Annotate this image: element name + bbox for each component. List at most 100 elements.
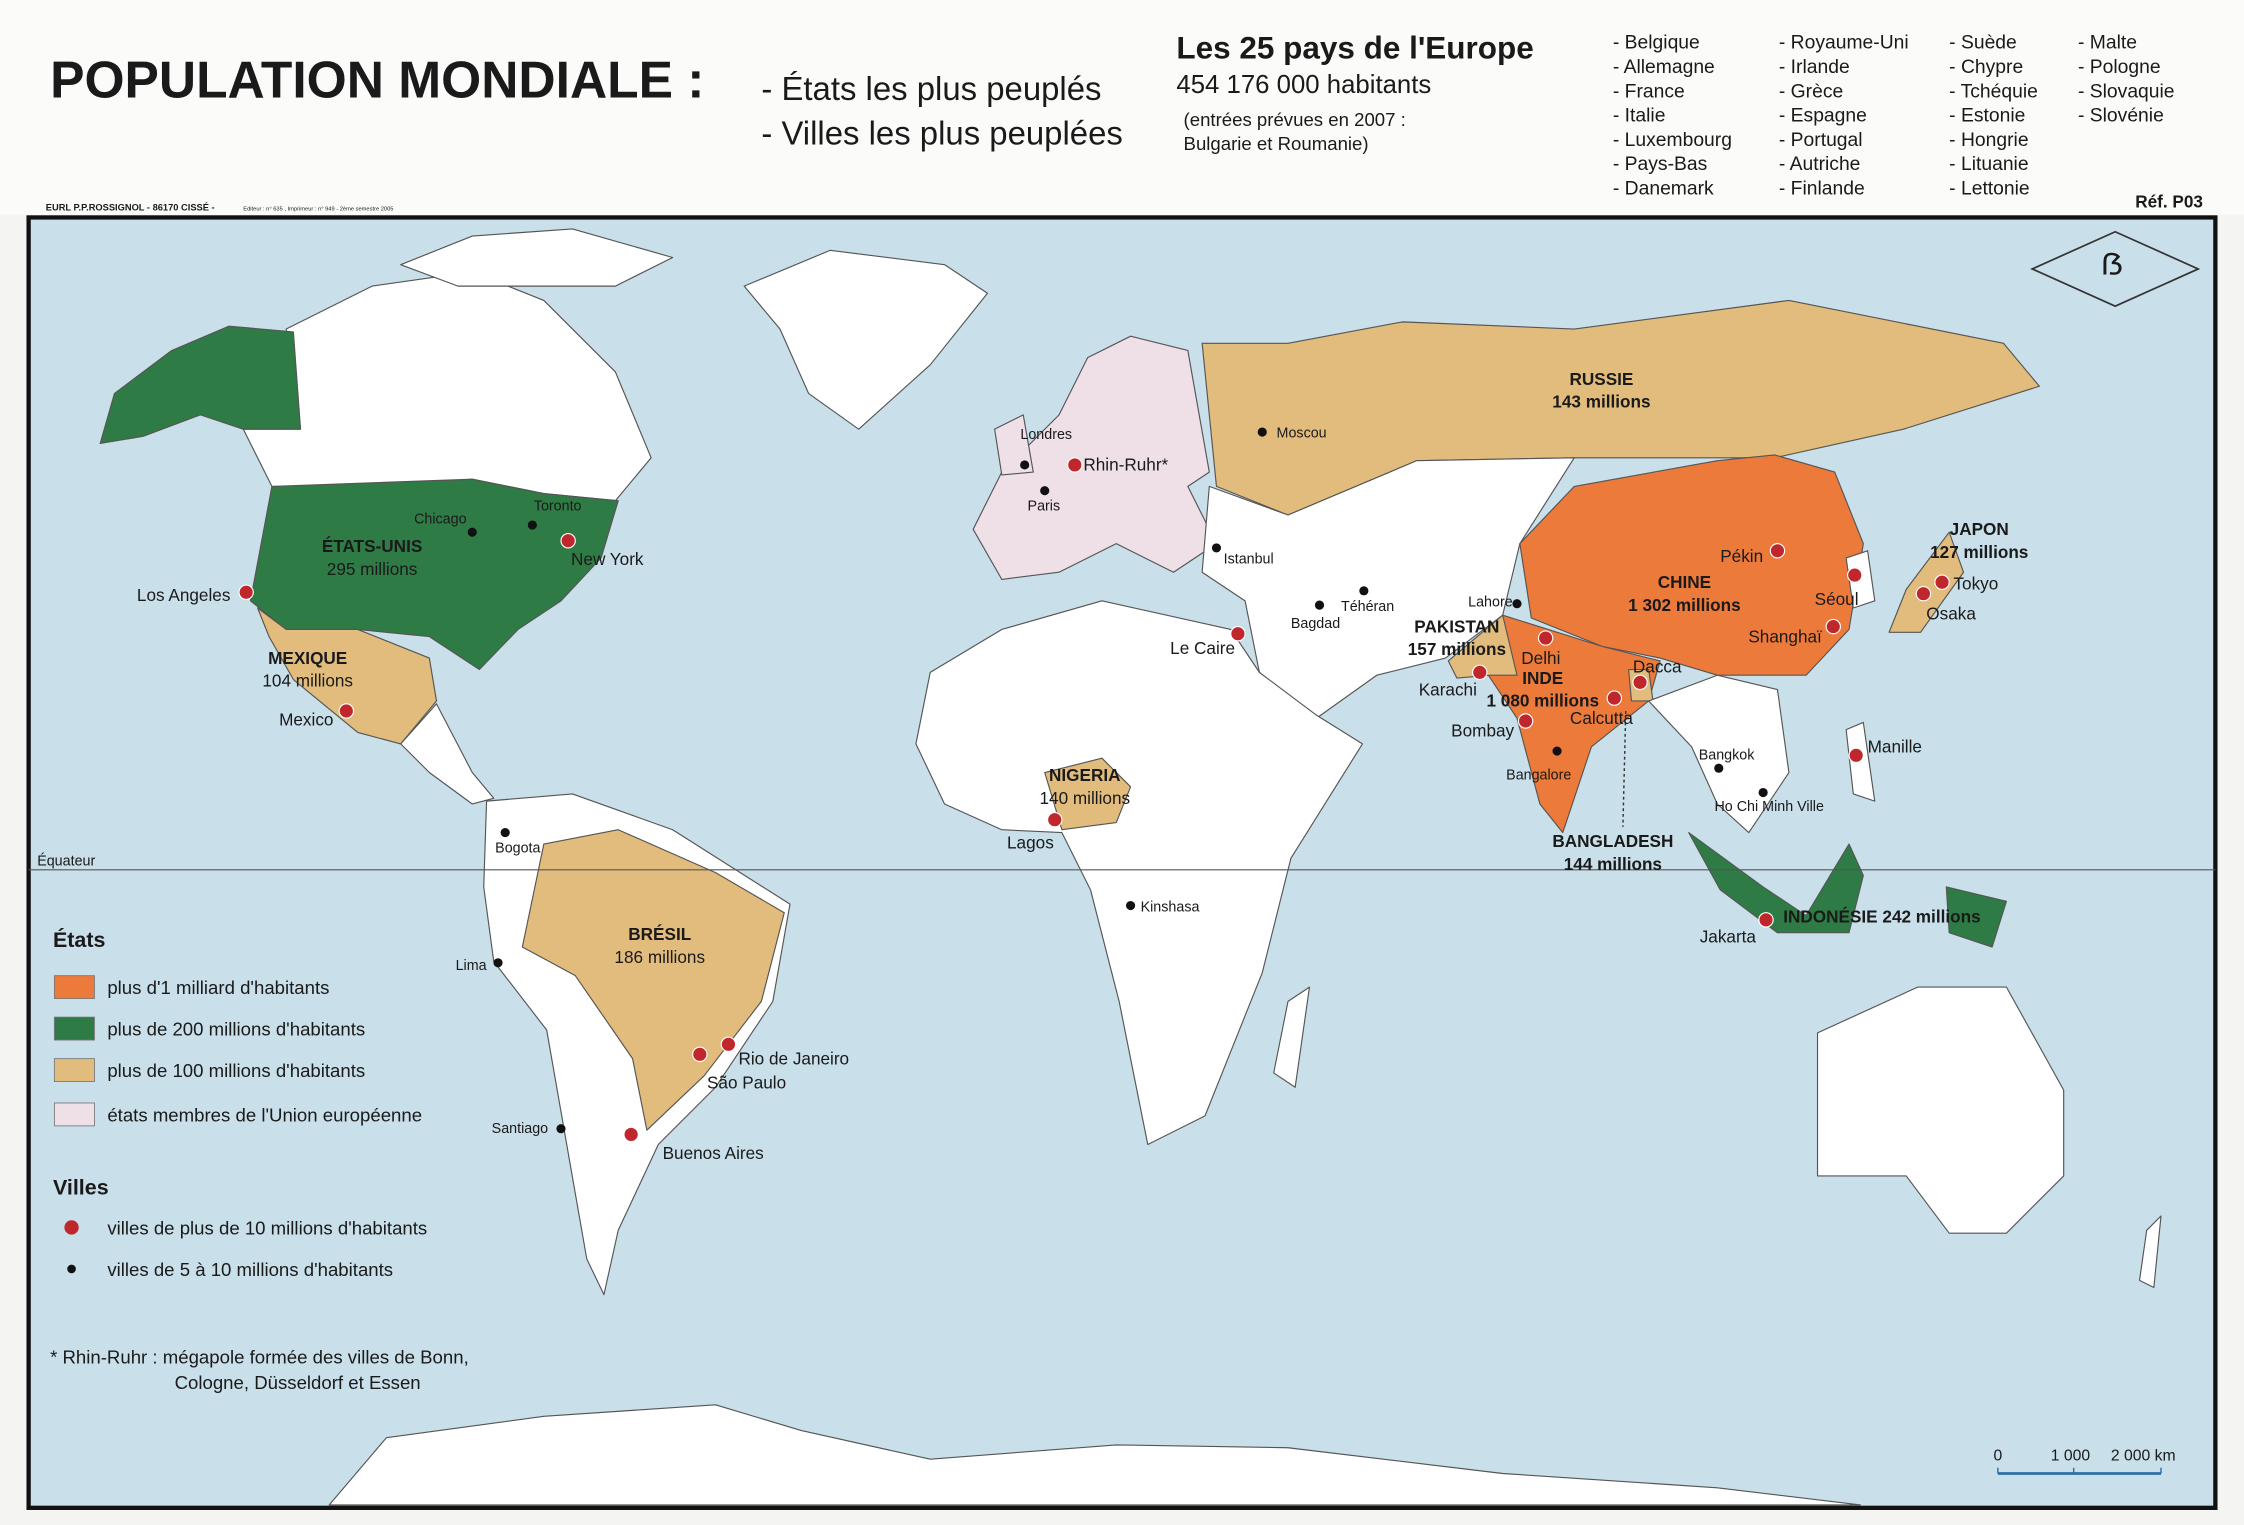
city-dot[interactable]	[500, 828, 510, 838]
city-label: Bombay	[1451, 721, 1514, 741]
city-dot[interactable]	[1257, 427, 1267, 437]
legend-swatch	[53, 975, 95, 999]
mexico	[257, 607, 438, 745]
country-population: 1 302 millions	[1628, 595, 1741, 615]
megacity-dot[interactable]	[560, 533, 576, 549]
legend-cities-title: Villes	[53, 1176, 109, 1200]
city-label: Delhi	[1521, 648, 1560, 668]
city-label: Jakarta	[1700, 927, 1757, 947]
country-population: 140 millions	[1039, 788, 1130, 808]
city-label: Los Angeles	[137, 585, 231, 605]
megacity-dot[interactable]	[1230, 626, 1246, 642]
new-guinea	[1945, 886, 2008, 948]
megacity-dot[interactable]	[623, 1126, 639, 1143]
equator-label: Équateur	[37, 853, 95, 870]
country-name: INDE	[1522, 668, 1563, 688]
scale-tick: 1 000	[2051, 1448, 2091, 1465]
europe-note: (entrées prévues en 2007 :	[1184, 109, 1406, 130]
city-label: Chicago	[414, 512, 467, 528]
city-label: Rio de Janeiro	[738, 1048, 849, 1068]
city-label: Kinshasa	[1141, 899, 1200, 915]
city-dot[interactable]	[1314, 600, 1325, 610]
city-dot[interactable]	[493, 958, 503, 968]
city-dot[interactable]	[1758, 787, 1768, 798]
country-population: 1 080 millions	[1486, 691, 1599, 711]
megacity-dot[interactable]	[692, 1046, 708, 1063]
city-dot[interactable]	[1020, 460, 1030, 470]
city-label: Le Caire	[1170, 638, 1235, 658]
city-label: Dacca	[1633, 656, 1682, 676]
megacity-dot[interactable]	[1606, 690, 1623, 706]
megacity-dot[interactable]	[1825, 618, 1841, 635]
europe-population: 454 176 000 habitants	[1176, 71, 1431, 99]
central-america	[400, 703, 495, 805]
city-dot[interactable]	[467, 527, 477, 537]
eu-country: - France	[1613, 81, 1685, 102]
city-dot[interactable]	[1040, 486, 1050, 496]
country-labels: ÉTATS-UNIS 295 millions MEXIQUE 104 million…	[262, 369, 2028, 967]
legend-swatch	[53, 1102, 95, 1127]
legend-swatch	[53, 1058, 95, 1082]
antarctica	[328, 1404, 1862, 1506]
city-label: Toronto	[534, 499, 582, 515]
megacity-dot[interactable]	[1517, 713, 1534, 729]
city-label: Osaka	[1926, 603, 1976, 623]
philippines	[1845, 721, 1876, 802]
city-label: São Paulo	[707, 1073, 786, 1093]
eu-country: - Belgique	[1613, 33, 1700, 54]
city-label: Lagos	[1007, 832, 1054, 852]
eu-country: - Danemark	[1613, 179, 1714, 200]
country-label: INDONÉSIE 242 millions	[1783, 907, 1980, 927]
country-population: 186 millions	[614, 947, 705, 967]
eu-country: - Suède	[1949, 33, 2017, 54]
megacity-dot[interactable]	[720, 1036, 737, 1053]
publisher-logo: ẞ	[2030, 230, 2201, 308]
city-label: Londres	[1020, 427, 1072, 443]
city-dot[interactable]	[1714, 763, 1724, 773]
megacity-dot[interactable]	[1915, 585, 1932, 602]
madagascar	[1273, 986, 1311, 1088]
legend-label: plus de 200 millions d'habitants	[107, 1019, 365, 1040]
eu-country: - Irlande	[1779, 57, 1850, 78]
city-label: Rhin-Ruhr*	[1083, 455, 1168, 475]
greenland	[743, 249, 989, 430]
megacity-dot[interactable]	[1067, 457, 1083, 473]
eu-country: - Grèce	[1779, 81, 1843, 102]
legend-label: plus de 100 millions d'habitants	[107, 1060, 365, 1081]
megacity-dot[interactable]	[338, 703, 355, 719]
city-label: Bangalore	[1506, 768, 1571, 784]
megacity-dot[interactable]	[1537, 630, 1554, 646]
city-dot[interactable]	[556, 1124, 566, 1134]
megacity-dot[interactable]	[238, 584, 254, 600]
europe-eu	[972, 335, 1218, 580]
uk-ireland	[994, 414, 1034, 476]
city-label: Bangkok	[1699, 748, 1756, 764]
megacity-dot[interactable]	[1472, 664, 1488, 681]
eu-country: - Luxembourg	[1613, 130, 1732, 151]
city-dot[interactable]	[1552, 746, 1562, 756]
city-dot[interactable]	[1359, 586, 1369, 596]
eu-country: - Portugal	[1779, 130, 1863, 151]
legend-city-dot	[67, 1264, 76, 1274]
megacity-dot[interactable]	[1847, 567, 1863, 583]
city-dot[interactable]	[1211, 543, 1222, 553]
country-name: PAKISTAN	[1414, 616, 1499, 636]
eu-country: - Pays-Bas	[1613, 154, 1707, 175]
country-population: 127 millions	[1930, 542, 2028, 562]
city-dot[interactable]	[527, 520, 537, 530]
legend-label: états membres de l'Union européenne	[107, 1105, 422, 1126]
eu-country: - Hongrie	[1949, 130, 2028, 151]
city-label: Lahore	[1468, 595, 1513, 611]
india	[1487, 614, 1661, 834]
megacity-dot[interactable]	[1758, 912, 1774, 928]
city-dot[interactable]	[1512, 599, 1522, 609]
city-label: Bagdad	[1291, 616, 1340, 632]
megacity-dot[interactable]	[1934, 574, 1950, 590]
city-label: Séoul	[1815, 589, 1859, 609]
country-population: 295 millions	[327, 559, 418, 579]
megacity-dot[interactable]	[1769, 543, 1786, 559]
city-dot[interactable]	[1126, 900, 1136, 911]
megacity-dot[interactable]	[1632, 674, 1648, 691]
megacity-dot[interactable]	[1047, 811, 1063, 828]
megacity-dot[interactable]	[1848, 747, 1864, 764]
